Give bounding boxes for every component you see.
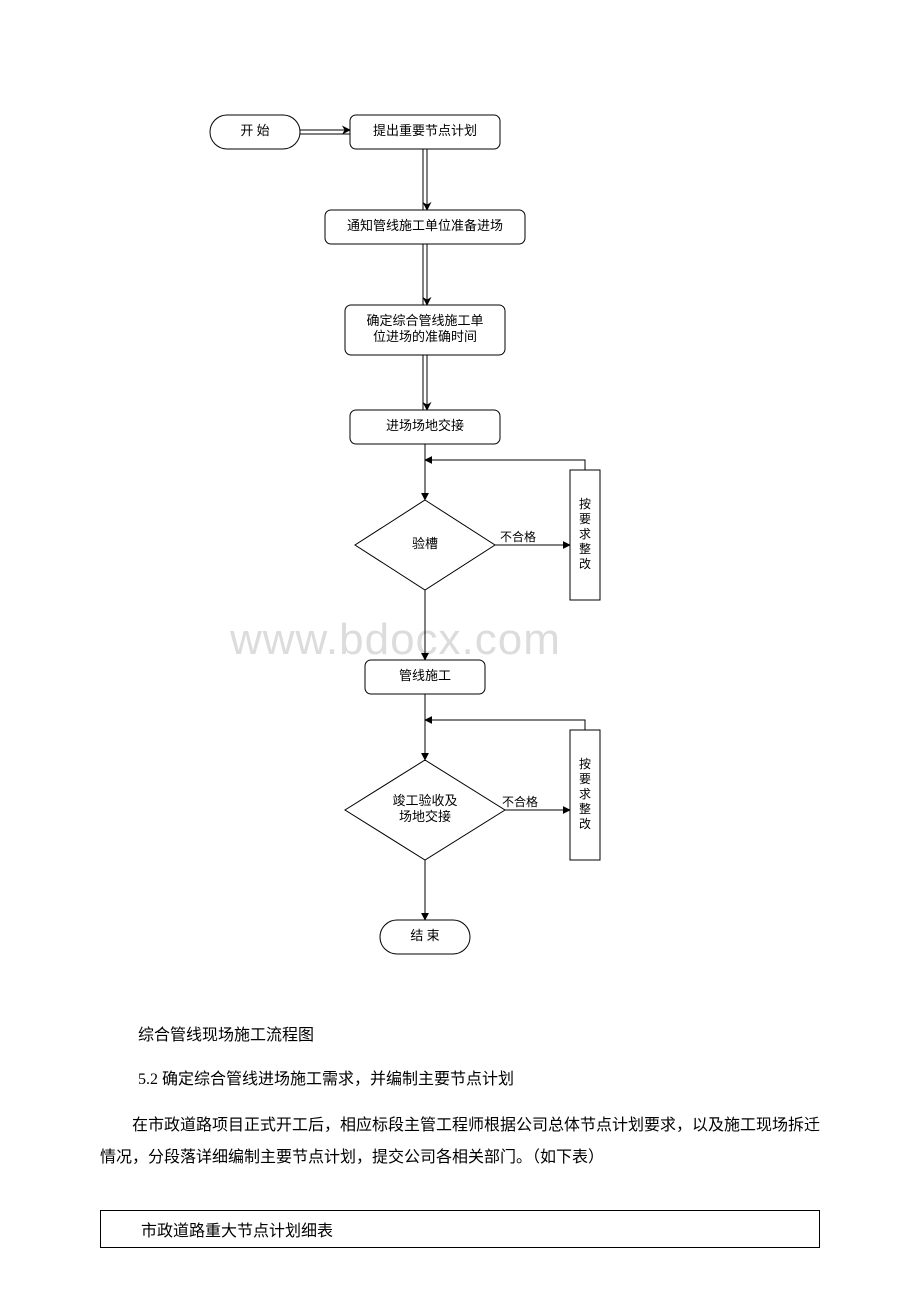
- svg-text:通知管线施工单位准备进场: 通知管线施工单位准备进场: [347, 218, 503, 233]
- svg-text:进场场地交接: 进场场地交接: [386, 418, 464, 433]
- svg-text:确定综合管线施工单位进场的准确时间: 确定综合管线施工单位进场的准确时间: [366, 313, 483, 344]
- svg-text:按要求整改: 按要求整改: [579, 497, 591, 571]
- svg-text:验槽: 验槽: [412, 536, 438, 551]
- svg-text:竣工验收及场地交接: 竣工验收及场地交接: [392, 793, 457, 824]
- svg-text:结 束: 结 束: [410, 928, 439, 943]
- svg-text:开 始: 开 始: [240, 123, 269, 138]
- table-title-cell: 市政道路重大节点计划细表: [100, 1210, 820, 1248]
- flowchart-diagram: 不合格不合格开 始提出重要节点计划通知管线施工单位准备进场确定综合管线施工单位进…: [150, 100, 630, 980]
- svg-text:管线施工: 管线施工: [399, 668, 451, 683]
- body-paragraph: 在市政道路项目正式开工后，相应标段主管工程师根据公司总体节点计划要求，以及施工现…: [100, 1110, 820, 1174]
- flowchart-caption: 综合管线现场施工流程图: [138, 1020, 314, 1052]
- svg-text:不合格: 不合格: [502, 794, 538, 809]
- section-heading: 5.2 确定综合管线进场施工需求，并编制主要节点计划: [138, 1064, 514, 1096]
- svg-text:提出重要节点计划: 提出重要节点计划: [373, 123, 477, 138]
- svg-text:不合格: 不合格: [500, 529, 536, 544]
- svg-text:按要求整改: 按要求整改: [579, 757, 591, 831]
